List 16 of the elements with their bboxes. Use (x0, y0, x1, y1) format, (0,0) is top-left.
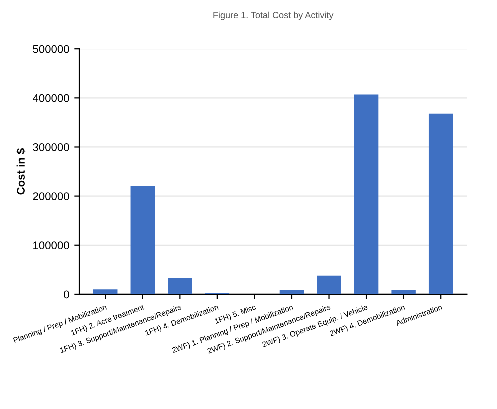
y-tick-label: 0 (64, 290, 70, 299)
bar (130, 186, 155, 294)
y-axis-title: Cost in $ (16, 148, 26, 195)
bar (428, 114, 454, 294)
y-tick-label: 500000 (33, 45, 70, 54)
bar (168, 278, 192, 294)
bar (317, 276, 342, 294)
chart-title: Figure 1. Total Cost by Activity (214, 12, 334, 20)
bar (354, 94, 379, 294)
y-tick-label: 100000 (34, 242, 70, 250)
bar (280, 290, 304, 294)
bar (94, 290, 118, 294)
y-tick-label: 400000 (32, 94, 70, 102)
y-tick-label: 300000 (33, 144, 70, 152)
y-tick-label: 200000 (33, 192, 70, 200)
bar (392, 290, 416, 294)
